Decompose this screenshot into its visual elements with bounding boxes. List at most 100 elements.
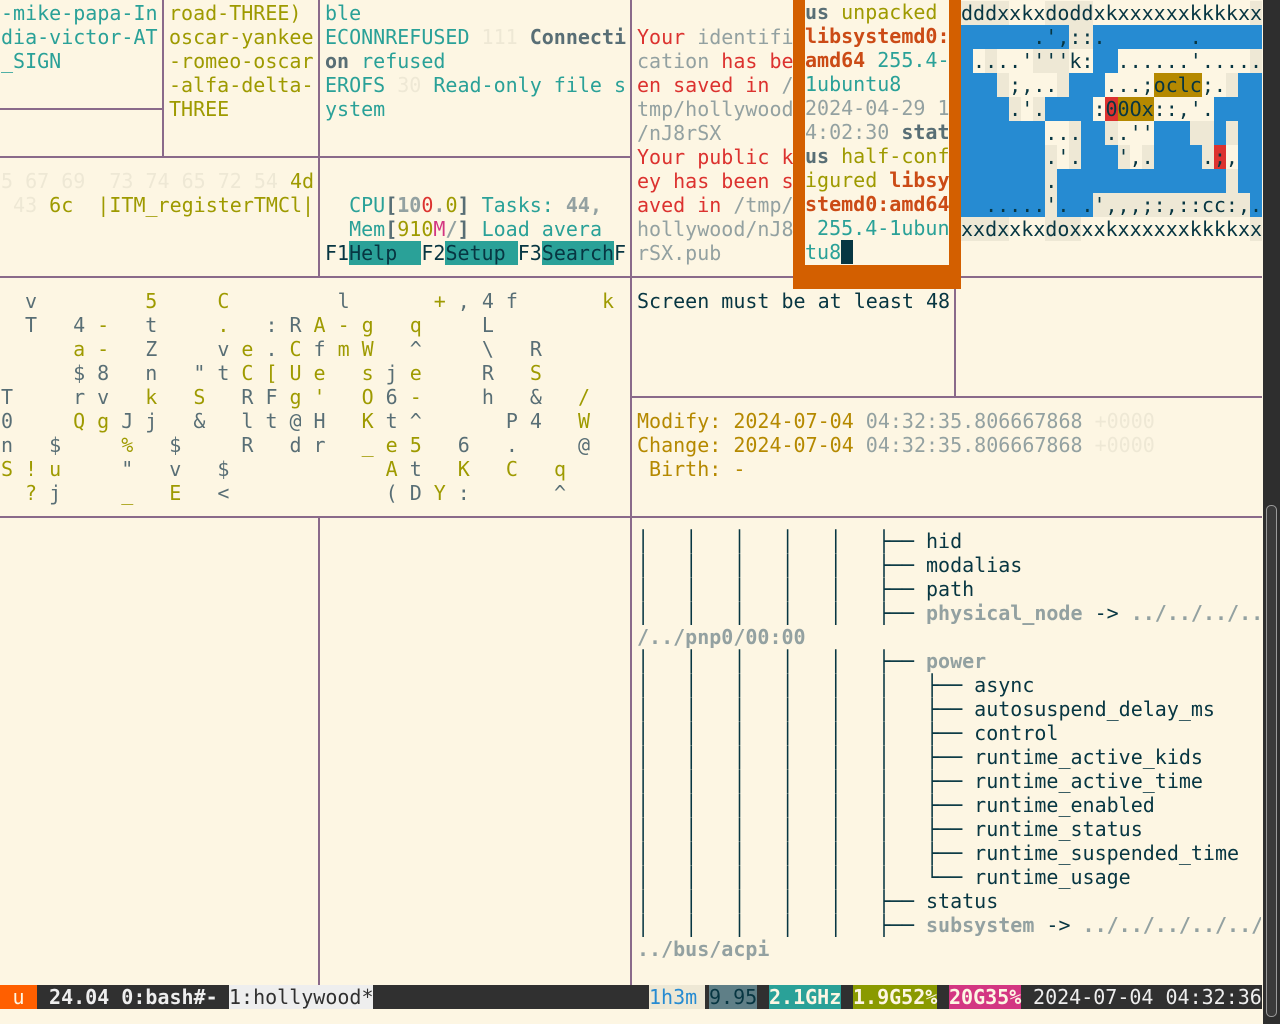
map-cell-background: [1081, 121, 1094, 145]
map-cell-background: [1129, 25, 1142, 49]
terminal-line: -mike-papa-In: [1, 1, 158, 25]
map-cell-background: [1189, 217, 1202, 241]
terminal-line: ../bus/acpi: [637, 937, 769, 961]
terminal-pane-errno[interactable]: ble ECONNREFUSED 111 Connecti on refused ER…: [325, 1, 629, 155]
text-segment: M: [433, 217, 446, 241]
pane-border[interactable]: [318, 0, 320, 277]
map-cell-background: [1225, 1, 1238, 25]
map-cell-background: [1153, 25, 1166, 49]
map-cell-background: [1105, 97, 1118, 121]
text-segment: modalias: [925, 553, 1023, 577]
map-cell-background: [961, 121, 974, 145]
pane-border[interactable]: [0, 108, 163, 110]
map-cell-background: [961, 217, 974, 241]
window-tab-hollywood[interactable]: 1:hollywood*: [229, 985, 374, 1009]
map-cell-background: [1177, 193, 1190, 217]
map-cell-background: [1141, 97, 1154, 121]
text-segment: -romeo-oscar: [169, 49, 314, 73]
pane-border[interactable]: [631, 396, 1262, 398]
map-cell-background: [1093, 1, 1106, 25]
map-cell-background: [1105, 217, 1118, 241]
scrollbar[interactable]: [1263, 0, 1280, 1024]
popup-apt-output[interactable]: us unpacked libsystemd0: amd64 255.4- 1ubun…: [805, 0, 949, 265]
map-cell-background: [1081, 97, 1094, 121]
map-cell-background: [1021, 73, 1034, 97]
terminal-line: rSX.pub: [637, 241, 721, 265]
popup-pane[interactable]: us unpacked libsystemd0: amd64 255.4- 1ubun…: [793, 0, 961, 289]
text-segment: libsy: [877, 168, 949, 192]
map-cell-background: [1141, 49, 1154, 73]
pane-border[interactable]: [162, 0, 164, 157]
map-cell-background: [1069, 121, 1082, 145]
terminal-pane-htop[interactable]: CPU[100.0] Tasks: 44, Mem[910M/] Load av…: [325, 169, 629, 275]
map-cell-background: [1093, 217, 1106, 241]
map-cell-background: [1117, 73, 1130, 97]
pane-border[interactable]: [954, 277, 956, 397]
map-cell-background: [1069, 193, 1082, 217]
text-segment: tu8: [805, 240, 842, 264]
map-cell-background: [1153, 217, 1166, 241]
pane-border[interactable]: [318, 517, 320, 985]
map-cell-background: [1237, 121, 1250, 145]
map-cell-background: [1249, 145, 1262, 169]
terminal-pane-hexdump[interactable]: 5 67 69 73 74 65 72 54 4d 43 6c |ITM_reg…: [1, 169, 317, 275]
text-segment: ]: [457, 193, 470, 217]
text-segment: Help: [349, 241, 422, 265]
pane-border[interactable]: [630, 0, 632, 985]
map-cell-background: [1033, 73, 1046, 97]
terminal-pane-stat[interactable]: Modify: 2024-07-04 04:32:35.806667868 +0…: [637, 409, 1259, 515]
text-segment: ey has been s: [637, 169, 793, 193]
pane-border[interactable]: [0, 156, 631, 158]
map-cell-background: [1009, 169, 1022, 193]
map-cell-background: [1165, 217, 1178, 241]
scrollbar-thumb[interactable]: [1266, 505, 1277, 1017]
terminal-pane-tree[interactable]: │ │ │ │ │ ├── hid │ │ │ │ │ ├── modalias │…: [637, 529, 1261, 984]
map-cell-background: [1237, 97, 1250, 121]
map-cell-background: [1165, 121, 1178, 145]
map-cell-background: [1225, 49, 1238, 73]
terminal-line: ble: [325, 1, 361, 25]
session-indicator[interactable]: u: [0, 985, 37, 1009]
map-cell-background: [1129, 121, 1142, 145]
terminal-pane-nato-text[interactable]: -mike-papa-In dia-victor-AT _SIGN: [1, 1, 161, 107]
terminal-line: stemd0:amd64: [805, 192, 949, 216]
map-cell-background: [973, 97, 986, 121]
map-cell-background: [973, 145, 986, 169]
map-cell-background: [1021, 217, 1034, 241]
map-cell-background: [1177, 145, 1190, 169]
map-cell-background: [1213, 25, 1226, 49]
map-cell-background: [961, 1, 974, 25]
map-cell-background: [973, 1, 986, 25]
text-segment: +0000: [1082, 433, 1155, 457]
text-segment: /nJ8rSX: [637, 121, 722, 145]
map-cell-background: [1165, 73, 1178, 97]
terminal-pane-nato-text-2[interactable]: road-THREE) oscar-yankee -romeo-oscar -alfa…: [169, 1, 317, 155]
map-cell-background: [1021, 121, 1034, 145]
map-cell-background: [1081, 145, 1094, 169]
map-cell-background: [1189, 169, 1202, 193]
map-cell-background: [1237, 217, 1250, 241]
random-characters-pane[interactable]: v 5 C l +,4f k T 4- t . :RA-g q L a- Z v…: [1, 289, 629, 509]
map-cell-background: [1201, 193, 1214, 217]
terminal-line: Modify: 2024-07-04 04:32:35.806667868 +0…: [637, 409, 1155, 433]
window-tab-bash[interactable]: 24.04 0:bash#-: [37, 985, 230, 1009]
terminal-line: 2024-04-29 1: [805, 96, 949, 120]
text-segment: ble: [325, 1, 362, 25]
terminal-pane-screen-warning[interactable]: Screen must be at least 48: [637, 289, 953, 395]
map-cell-background: [961, 193, 974, 217]
pane-border[interactable]: [0, 516, 1262, 518]
terminal-line: /nJ8rSX: [637, 121, 721, 145]
text-segment: ystem: [325, 97, 386, 121]
text-segment: unpacked: [829, 0, 938, 24]
map-cell-background: [1249, 49, 1262, 73]
map-cell-background: [1237, 193, 1250, 217]
map-cell-background: [1189, 121, 1202, 145]
terminal-line: 1ubuntu8: [805, 72, 901, 96]
terminal-pane-ssh-keygen[interactable]: Your identifi cation has be en saved in / t…: [637, 1, 793, 275]
map-cell-background: [1117, 121, 1130, 145]
pane-border[interactable]: [0, 276, 1262, 278]
terminal-line: libsystemd0:: [805, 24, 949, 48]
map-cell-background: [1045, 25, 1058, 49]
map-cell-background: [1141, 73, 1154, 97]
map-cell-background: [1069, 73, 1082, 97]
